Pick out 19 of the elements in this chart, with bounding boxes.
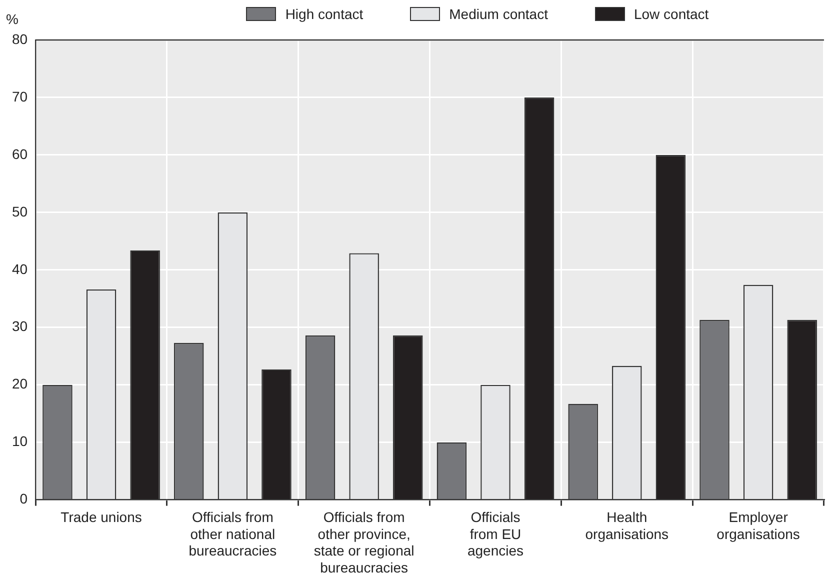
y-tick-label: 80	[12, 30, 28, 47]
y-tick-label: 20	[12, 376, 28, 392]
y-tick-label: 10	[12, 433, 28, 450]
x-tick-label: Health organisations	[585, 509, 669, 542]
y-tick-label: 40	[12, 260, 28, 277]
y-tick-label: 30	[12, 318, 28, 334]
x-tick-label: Officials from other national bureaucracies	[188, 509, 277, 559]
y-tick-label: 60	[12, 146, 28, 162]
legend-label: Medium contact	[449, 6, 548, 22]
y-tick-label: 70	[12, 88, 28, 104]
legend-label: Low contact	[634, 6, 709, 22]
y-tick-label: 0	[20, 490, 28, 507]
x-tick-label: Officials from EU agencies	[467, 509, 524, 559]
y-axis-title: %	[6, 10, 18, 27]
x-tick-label: Trade unions	[60, 509, 142, 526]
x-tick-label: Employer organisations	[716, 509, 800, 542]
legend-label: High contact	[285, 6, 364, 22]
x-tick-label: Officials from other province, state or regional bureaucracies	[314, 509, 414, 576]
y-tick-label: 50	[12, 203, 28, 220]
